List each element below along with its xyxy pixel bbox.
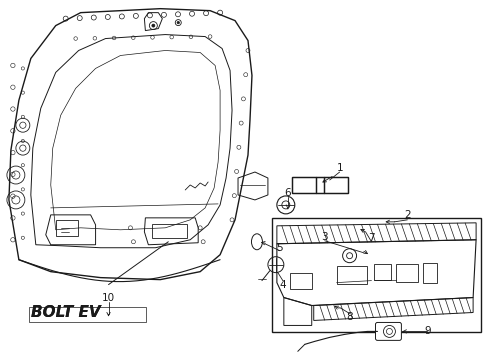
Text: BOLT EV: BOLT EV xyxy=(31,306,101,321)
Polygon shape xyxy=(291,177,315,193)
Bar xyxy=(396,264,417,282)
Text: 4: 4 xyxy=(279,280,285,289)
Text: BOLT EV: BOLT EV xyxy=(31,305,101,320)
Bar xyxy=(373,264,390,280)
Text: 8: 8 xyxy=(346,312,352,323)
Text: BOLT EV: BOLT EV xyxy=(31,306,100,320)
Text: 7: 7 xyxy=(367,233,374,243)
Text: 3: 3 xyxy=(321,232,327,242)
Polygon shape xyxy=(323,177,347,193)
Bar xyxy=(423,263,436,283)
Bar xyxy=(336,266,366,284)
Text: BOLT EV: BOLT EV xyxy=(30,305,100,320)
Circle shape xyxy=(152,24,155,27)
Text: 5: 5 xyxy=(276,243,283,253)
Text: 10: 10 xyxy=(102,293,115,302)
Bar xyxy=(271,218,480,332)
Text: 6: 6 xyxy=(284,188,290,198)
Text: 9: 9 xyxy=(423,327,430,336)
Bar xyxy=(29,306,146,323)
Text: 2: 2 xyxy=(403,210,410,220)
Circle shape xyxy=(177,21,179,24)
Bar xyxy=(289,273,311,289)
FancyBboxPatch shape xyxy=(375,323,401,340)
Text: 1: 1 xyxy=(336,163,342,173)
Text: BOLT EV: BOLT EV xyxy=(30,306,100,321)
Text: BOLT EV: BOLT EV xyxy=(31,306,100,320)
Bar xyxy=(56,220,78,236)
Bar xyxy=(152,224,187,238)
